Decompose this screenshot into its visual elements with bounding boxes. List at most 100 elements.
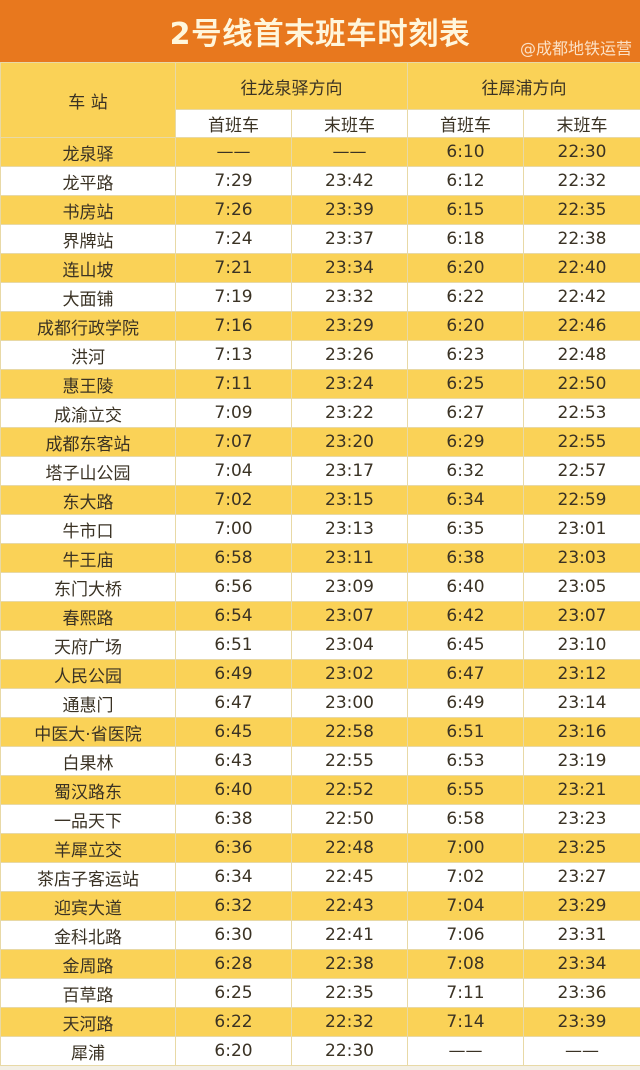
last-train-to-longquanyi: 22:55 bbox=[291, 746, 408, 776]
last-train-to-xipu: 22:42 bbox=[523, 282, 640, 312]
table-row: 一品天下 6:38 22:50 6:58 23:23 bbox=[0, 804, 640, 834]
first-train-to-xipu: 6:18 bbox=[407, 224, 524, 254]
table-row: 金科北路 6:30 22:41 7:06 23:31 bbox=[0, 920, 640, 950]
last-train-to-longquanyi: 23:11 bbox=[291, 543, 408, 573]
first-train-to-xipu: 6:25 bbox=[407, 369, 524, 399]
last-train-to-xipu: 22:38 bbox=[523, 224, 640, 254]
first-train-to-longquanyi: 6:36 bbox=[175, 833, 292, 863]
header-direction-xipu: 往犀浦方向 bbox=[407, 62, 640, 110]
first-train-to-xipu: 7:14 bbox=[407, 1007, 524, 1037]
last-train-to-longquanyi: 23:02 bbox=[291, 659, 408, 689]
first-train-to-xipu: 6:34 bbox=[407, 485, 524, 515]
table-row: 界牌站 7:24 23:37 6:18 22:38 bbox=[0, 224, 640, 254]
station-name: 天府广场 bbox=[0, 630, 176, 660]
table-row: 书房站 7:26 23:39 6:15 22:35 bbox=[0, 195, 640, 225]
station-name: 惠王陵 bbox=[0, 369, 176, 399]
last-train-to-longquanyi: 23:29 bbox=[291, 311, 408, 341]
station-name: 书房站 bbox=[0, 195, 176, 225]
station-name: 成都东客站 bbox=[0, 427, 176, 457]
first-train-to-longquanyi: 7:19 bbox=[175, 282, 292, 312]
station-name: 界牌站 bbox=[0, 224, 176, 254]
header-last-train: 末班车 bbox=[291, 109, 408, 138]
first-train-to-xipu: 7:02 bbox=[407, 862, 524, 892]
station-name: 塔子山公园 bbox=[0, 456, 176, 486]
last-train-to-xipu: 23:29 bbox=[523, 891, 640, 921]
station-name: 东门大桥 bbox=[0, 572, 176, 602]
first-train-to-longquanyi: 6:20 bbox=[175, 1036, 292, 1066]
table-row: 羊犀立交 6:36 22:48 7:00 23:25 bbox=[0, 833, 640, 863]
first-train-to-xipu: 6:15 bbox=[407, 195, 524, 225]
first-train-to-longquanyi: 7:07 bbox=[175, 427, 292, 457]
first-train-to-longquanyi: 6:22 bbox=[175, 1007, 292, 1037]
first-train-to-xipu: 6:58 bbox=[407, 804, 524, 834]
first-train-to-longquanyi: 7:29 bbox=[175, 166, 292, 196]
table-row: 人民公园 6:49 23:02 6:47 23:12 bbox=[0, 659, 640, 689]
station-name: 羊犀立交 bbox=[0, 833, 176, 863]
first-train-to-longquanyi: 6:47 bbox=[175, 688, 292, 718]
first-train-to-longquanyi: 7:02 bbox=[175, 485, 292, 515]
table-row: 龙平路 7:29 23:42 6:12 22:32 bbox=[0, 166, 640, 196]
station-name: 蜀汉路东 bbox=[0, 775, 176, 805]
last-train-to-xipu: 22:48 bbox=[523, 340, 640, 370]
first-train-to-xipu: 6:20 bbox=[407, 311, 524, 341]
last-train-to-xipu: 23:12 bbox=[523, 659, 640, 689]
last-train-to-xipu: 23:39 bbox=[523, 1007, 640, 1037]
first-train-to-longquanyi: 6:38 bbox=[175, 804, 292, 834]
table-row: 成渝立交 7:09 23:22 6:27 22:53 bbox=[0, 398, 640, 428]
table-row: 牛市口 7:00 23:13 6:35 23:01 bbox=[0, 514, 640, 544]
last-train-to-longquanyi: 23:22 bbox=[291, 398, 408, 428]
last-train-to-longquanyi: 22:50 bbox=[291, 804, 408, 834]
station-name: 百草路 bbox=[0, 978, 176, 1008]
last-train-to-longquanyi: 22:52 bbox=[291, 775, 408, 805]
station-name: 牛市口 bbox=[0, 514, 176, 544]
last-train-to-longquanyi: 22:41 bbox=[291, 920, 408, 950]
first-train-to-xipu: 6:10 bbox=[407, 137, 524, 167]
table-row: 龙泉驿 —— —— 6:10 22:30 bbox=[0, 137, 640, 167]
last-train-to-xipu: 23:25 bbox=[523, 833, 640, 863]
last-train-to-xipu: 22:46 bbox=[523, 311, 640, 341]
first-train-to-longquanyi: 7:21 bbox=[175, 253, 292, 283]
first-train-to-longquanyi: 6:49 bbox=[175, 659, 292, 689]
last-train-to-xipu: 23:34 bbox=[523, 949, 640, 979]
last-train-to-longquanyi: 22:45 bbox=[291, 862, 408, 892]
header-first-train: 首班车 bbox=[175, 109, 292, 138]
header-station: 车 站 bbox=[0, 62, 176, 138]
first-train-to-xipu: 6:53 bbox=[407, 746, 524, 776]
last-train-to-longquanyi: 22:30 bbox=[291, 1036, 408, 1066]
first-train-to-xipu: 7:06 bbox=[407, 920, 524, 950]
last-train-to-xipu: 22:40 bbox=[523, 253, 640, 283]
table-row: 白果林 6:43 22:55 6:53 23:19 bbox=[0, 746, 640, 776]
table-row: 大面铺 7:19 23:32 6:22 22:42 bbox=[0, 282, 640, 312]
last-train-to-xipu: 23:10 bbox=[523, 630, 640, 660]
last-train-to-longquanyi: 23:13 bbox=[291, 514, 408, 544]
table-row: 成都东客站 7:07 23:20 6:29 22:55 bbox=[0, 427, 640, 457]
title-bar: 2号线首末班车时刻表 @成都地铁运营 bbox=[0, 0, 640, 62]
last-train-to-longquanyi: 22:38 bbox=[291, 949, 408, 979]
last-train-to-longquanyi: 23:24 bbox=[291, 369, 408, 399]
first-train-to-xipu: 6:51 bbox=[407, 717, 524, 747]
first-train-to-xipu: 6:12 bbox=[407, 166, 524, 196]
last-train-to-longquanyi: 23:34 bbox=[291, 253, 408, 283]
station-name: 犀浦 bbox=[0, 1036, 176, 1066]
station-name: 通惠门 bbox=[0, 688, 176, 718]
last-train-to-longquanyi: 22:48 bbox=[291, 833, 408, 863]
last-train-to-longquanyi: 23:39 bbox=[291, 195, 408, 225]
first-train-to-xipu: 6:38 bbox=[407, 543, 524, 573]
last-train-to-longquanyi: 23:07 bbox=[291, 601, 408, 631]
table-row: 茶店子客运站 6:34 22:45 7:02 23:27 bbox=[0, 862, 640, 892]
last-train-to-xipu: 22:35 bbox=[523, 195, 640, 225]
station-name: 洪河 bbox=[0, 340, 176, 370]
first-train-to-longquanyi: —— bbox=[175, 137, 292, 167]
first-train-to-xipu: 6:29 bbox=[407, 427, 524, 457]
station-name: 迎宾大道 bbox=[0, 891, 176, 921]
last-train-to-longquanyi: 22:35 bbox=[291, 978, 408, 1008]
station-name: 龙泉驿 bbox=[0, 137, 176, 167]
table-row: 天河路 6:22 22:32 7:14 23:39 bbox=[0, 1007, 640, 1037]
last-train-to-longquanyi: 23:17 bbox=[291, 456, 408, 486]
last-train-to-xipu: 23:19 bbox=[523, 746, 640, 776]
last-train-to-xipu: 23:23 bbox=[523, 804, 640, 834]
first-train-to-xipu: 7:00 bbox=[407, 833, 524, 863]
first-train-to-longquanyi: 6:43 bbox=[175, 746, 292, 776]
first-train-to-longquanyi: 7:24 bbox=[175, 224, 292, 254]
header-last-train: 末班车 bbox=[523, 109, 640, 138]
